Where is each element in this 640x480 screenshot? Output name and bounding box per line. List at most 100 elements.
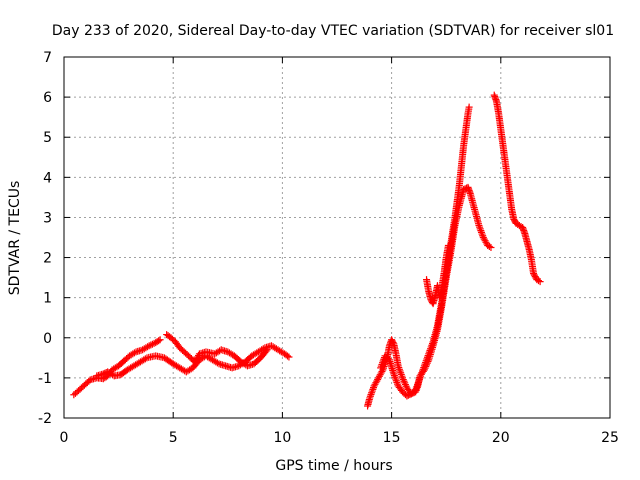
data-point [428,340,436,348]
data-point [283,352,291,360]
x-tick-label: 20 [492,430,510,446]
data-point [420,362,428,370]
data-point [487,244,495,252]
data-point [394,362,402,370]
data-point [479,232,487,240]
x-tick-label: 0 [60,430,69,446]
data-point [531,273,539,281]
data-point [424,352,432,360]
data-point [130,349,138,357]
data-point [398,372,406,380]
data-point [141,355,149,363]
data-point [378,367,386,375]
data-point [155,337,163,345]
data-point [262,347,270,355]
data-point [530,270,538,278]
data-point [413,382,421,390]
data-point [417,370,425,378]
data-point [393,378,401,386]
data-point [420,364,428,372]
y-tick-label: -1 [38,371,52,387]
y-tick-label: -2 [38,411,52,427]
data-point [369,385,377,393]
data-point [419,365,427,373]
data-point [399,374,407,382]
data-point [399,376,407,384]
data-point [415,377,423,385]
data-point [390,372,398,380]
data-point [418,367,426,375]
x-axis-label: GPS time / hours [275,458,392,474]
data-point [379,357,387,365]
data-point [391,373,399,381]
y-tick-label: 4 [43,170,52,186]
data-point [370,384,378,392]
data-point [423,353,431,361]
data-point [145,342,153,350]
data-point [394,380,402,388]
data-point [530,271,538,279]
data-point [444,242,452,250]
data-point [392,375,400,383]
data-point [366,394,374,402]
data-point [414,379,422,387]
data-point [367,391,375,399]
data-point [425,350,433,358]
y-tick-label: 0 [43,331,52,347]
x-tick-label: 5 [169,430,178,446]
data-point [416,374,424,382]
data-point [415,376,423,384]
data-point [395,364,403,372]
data-point [366,392,374,400]
data-point [213,359,221,367]
x-tick-label: 15 [383,430,401,446]
data-point [536,278,544,286]
y-axis-label: SDTVAR / TECUs [7,181,23,296]
data-point [390,370,398,378]
data-point [377,364,385,372]
data-point [477,228,485,236]
data-point [422,358,430,366]
data-point [421,360,429,368]
data-point [392,377,400,385]
data-point [412,384,420,392]
data-point [425,348,433,356]
data-point [475,221,483,229]
data-point [401,381,409,389]
x-tick-label: 10 [273,430,291,446]
grid-lines [64,57,610,418]
data-point [156,336,164,344]
data-point [395,365,403,373]
data-point [422,357,430,365]
y-tick-label: 5 [43,130,52,146]
data-point [417,372,425,380]
data-point [418,369,426,377]
data-point [397,369,405,377]
data-point [400,377,408,385]
data-point [397,370,405,378]
data-point [476,223,484,231]
data-point [389,338,397,346]
data-point [426,346,434,354]
data-point [427,345,435,353]
data-point [401,379,409,387]
data-point [147,341,155,349]
data-point [427,343,435,351]
data-point [368,389,376,397]
data-point [378,360,386,368]
data-point [534,277,542,285]
data-point [377,362,385,370]
data-points [70,91,544,410]
axis-ticks: 0 5 10 15 20 25 -2 -1 0 1 2 3 4 5 6 7 [38,50,619,446]
data-point [379,359,387,367]
data-point [485,243,493,251]
data-point [148,340,156,348]
data-point [368,387,376,395]
data-point [412,386,420,394]
data-point [396,367,404,375]
plot-frame [63,56,611,419]
data-point [285,353,293,361]
y-tick-label: 6 [43,90,52,106]
data-point [465,103,473,111]
